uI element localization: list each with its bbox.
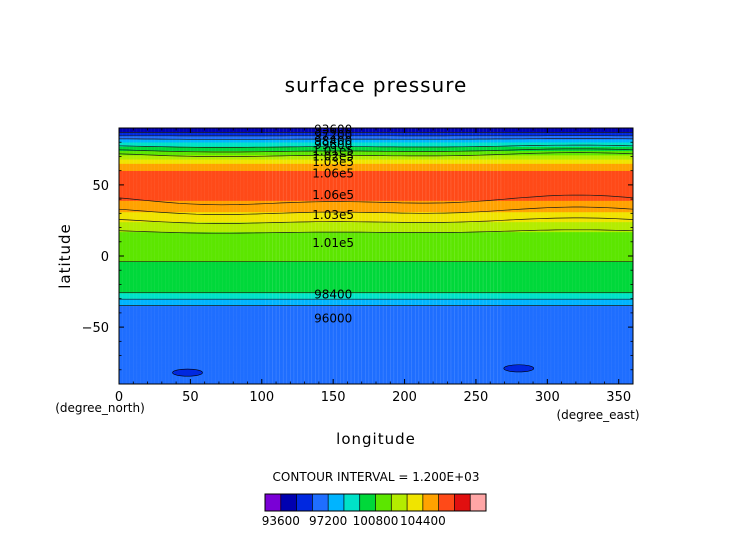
contour-fill-bands xyxy=(119,128,633,385)
colorbar-swatch xyxy=(407,494,423,511)
colorbar-swatch xyxy=(376,494,392,511)
low-pressure-region xyxy=(173,369,203,376)
colorbar-swatch xyxy=(360,494,376,511)
chart-title: surface pressure xyxy=(285,73,468,97)
colorbar-swatch xyxy=(312,494,328,511)
x-tick-label: 300 xyxy=(535,390,560,405)
x-tick-label: 50 xyxy=(182,390,199,405)
colorbar-swatch xyxy=(281,494,297,511)
contour-label: 98400 xyxy=(314,287,352,301)
y-axis-unit: (degree_north) xyxy=(55,401,145,415)
contour-label: 96000 xyxy=(314,312,352,326)
y-axis-label: latitude xyxy=(56,223,74,289)
contour-label: 1.03e5 xyxy=(312,208,354,222)
colorbar-tick-label: 93600 xyxy=(262,514,300,528)
x-tick-label: 350 xyxy=(606,390,631,405)
colorbar-swatch xyxy=(439,494,455,511)
colorbar-swatch xyxy=(470,494,486,511)
colorbar-swatch xyxy=(454,494,470,511)
colorbar-swatch xyxy=(391,494,407,511)
x-tick-label: 200 xyxy=(392,390,417,405)
y-tick-label: 50 xyxy=(92,179,109,194)
colorbar-swatch xyxy=(297,494,313,511)
colorbar-tick-label: 97200 xyxy=(309,514,347,528)
x-tick-label: 100 xyxy=(249,390,274,405)
x-tick-label: 250 xyxy=(464,390,489,405)
colorbar-tick-label: 100800 xyxy=(353,514,399,528)
colorbar-swatch xyxy=(423,494,439,511)
x-axis-label: longitude xyxy=(336,430,416,448)
contour-interval-text: CONTOUR INTERVAL = 1.200E+03 xyxy=(273,470,480,484)
y-tick-label: −50 xyxy=(82,321,109,336)
colorbar-swatch xyxy=(265,494,281,511)
contour-label: 1.06e5 xyxy=(312,188,354,202)
x-axis-unit: (degree_east) xyxy=(556,408,639,422)
y-tick-label: 0 xyxy=(101,250,109,265)
contour-label: 1.06e5 xyxy=(312,167,354,181)
colorbar-swatch xyxy=(344,494,360,511)
contour-label: 1.01e5 xyxy=(312,236,354,250)
colorbar-swatch xyxy=(328,494,344,511)
x-tick-label: 150 xyxy=(321,390,346,405)
colorbar-tick-label: 104400 xyxy=(400,514,446,528)
low-pressure-region xyxy=(504,365,534,372)
